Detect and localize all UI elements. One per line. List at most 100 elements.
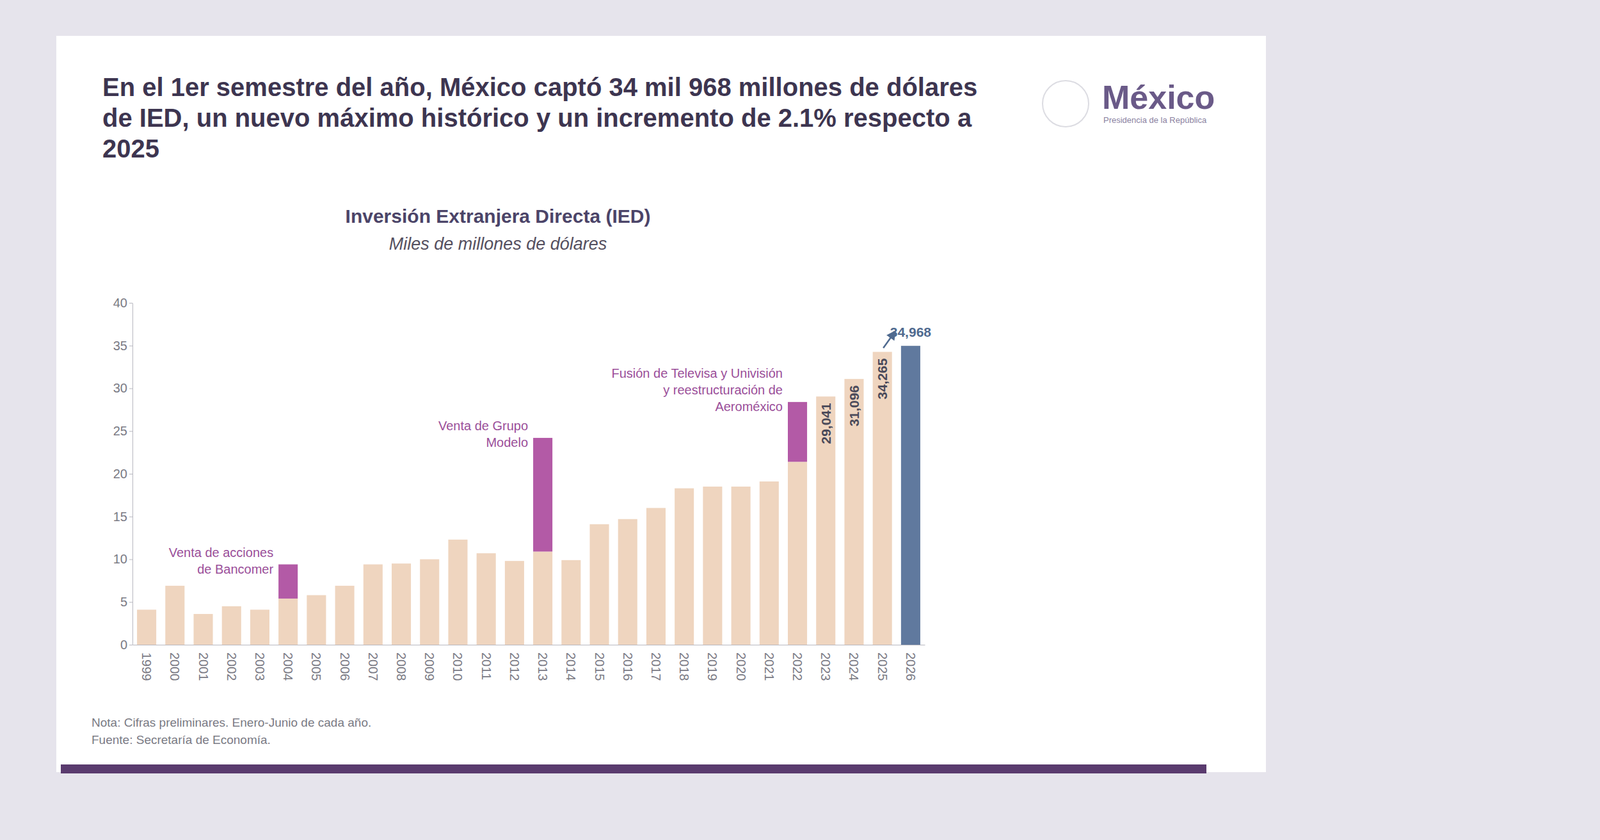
y-tick-mark <box>129 559 133 560</box>
x-tick-label: 2010 <box>450 652 465 681</box>
annotation: Modelo <box>485 435 528 450</box>
bar <box>759 481 779 645</box>
x-tick-label: 2000 <box>167 652 182 681</box>
x-axis-line <box>133 644 926 646</box>
y-tick-label: 15 <box>113 509 128 524</box>
y-tick: 0 <box>120 637 133 652</box>
bar <box>476 552 496 645</box>
bar <box>561 560 581 645</box>
x-tick-label: 2017 <box>648 652 664 681</box>
y-tick-label: 35 <box>113 338 128 353</box>
y-tick-mark <box>129 473 133 475</box>
y-tick-label: 0 <box>120 637 128 652</box>
x-tick-label: 2015 <box>592 652 607 681</box>
y-tick: 40 <box>113 295 133 310</box>
y-tick-label: 30 <box>113 380 128 395</box>
y-tick-mark <box>129 516 133 518</box>
x-tick-label: 2024 <box>846 652 861 681</box>
bar <box>278 598 298 645</box>
annotation: Venta de Grupo <box>438 418 528 433</box>
y-tick-mark <box>129 430 133 432</box>
x-tick-label: 2005 <box>309 652 324 681</box>
x-tick: 2013 <box>535 652 550 681</box>
x-tick-label: 2021 <box>762 652 777 681</box>
y-tick: 30 <box>113 380 133 395</box>
y-tick: 35 <box>113 338 133 353</box>
x-tick: 2019 <box>705 652 720 681</box>
y-axis: 0 5 10 15 20 25 30 35 40 <box>113 295 134 652</box>
x-tick-label: 2007 <box>366 652 381 681</box>
x-tick: 2000 <box>167 652 182 681</box>
headline-line: de IED, un nuevo máximo histórico y un i… <box>102 103 973 132</box>
x-tick-label: 2011 <box>479 652 494 680</box>
bar <box>165 585 185 645</box>
x-tick-label: 2025 <box>875 652 890 681</box>
x-tick: 2014 <box>563 652 578 681</box>
bar <box>618 519 638 645</box>
x-tick: 2015 <box>592 652 607 681</box>
y-tick-label: 5 <box>120 594 128 609</box>
x-tick-label: 2008 <box>394 652 409 681</box>
x-tick: 2007 <box>366 652 381 681</box>
x-tick-label: 2019 <box>705 652 720 681</box>
y-tick: 25 <box>113 423 133 438</box>
data-label: 31,096 <box>846 385 862 427</box>
data-labels: 29,041 31,096 34,265 34,968 <box>818 324 932 444</box>
label-arrow <box>883 331 895 348</box>
x-tick: 2024 <box>846 652 861 681</box>
chart-title: Inversión Extranjera Directa (IED) <box>345 205 651 227</box>
y-tick-mark <box>129 302 133 304</box>
bar <box>872 352 893 645</box>
bar <box>419 559 440 646</box>
x-tick-label: 2003 <box>252 652 267 681</box>
y-tick-mark <box>129 601 133 603</box>
chart-subtitle: Miles de millones de dólares <box>389 234 608 254</box>
data-label: 34,265 <box>874 357 890 400</box>
y-tick-label: 10 <box>113 551 128 566</box>
x-tick: 2005 <box>309 652 324 681</box>
y-tick-mark <box>129 388 133 390</box>
x-tick-label: 1999 <box>139 652 154 681</box>
annotation: Aeroméxico <box>714 399 783 414</box>
annotation: y reestructuración de <box>663 382 783 397</box>
x-tick: 1999 <box>139 652 154 681</box>
x-tick-label: 2016 <box>620 652 635 681</box>
x-tick: 2022 <box>790 652 805 681</box>
bar <box>193 613 214 645</box>
x-tick: 2023 <box>818 652 833 681</box>
x-tick: 2004 <box>280 652 296 681</box>
headline-line: 2025 <box>102 134 160 163</box>
annotation: de Bancomer <box>197 561 274 576</box>
x-tick: 2011 <box>479 652 494 680</box>
x-axis: 1999200020012002200320042005200620072008… <box>133 645 926 681</box>
note: Fuente: Secretaría de Economía. <box>91 732 271 747</box>
y-tick: 15 <box>113 509 133 524</box>
y-tick-label: 20 <box>113 466 128 481</box>
bar <box>363 564 383 645</box>
bar <box>278 564 298 599</box>
x-tick: 2002 <box>224 652 239 681</box>
bar <box>448 539 468 645</box>
bar <box>901 345 921 645</box>
y-tick-mark <box>129 644 133 646</box>
data-label: 29,041 <box>818 402 834 445</box>
bar <box>504 560 525 645</box>
y-axis-line <box>132 303 134 646</box>
bar <box>787 461 808 645</box>
bar <box>787 401 808 462</box>
x-tick-label: 2018 <box>677 652 692 681</box>
y-tick-label: 40 <box>113 295 128 310</box>
data-label: 34,968 <box>890 324 932 340</box>
chart-page: En el 1er semestre del año, México captó… <box>0 0 1600 840</box>
y-tick-label: 25 <box>113 423 128 438</box>
x-tick-label: 2013 <box>535 652 550 681</box>
x-tick-label: 2014 <box>563 652 578 681</box>
x-tick-label: 2023 <box>818 652 833 681</box>
background <box>0 0 1600 840</box>
annotations: Venta de accionesde BancomerVenta de Gru… <box>168 366 783 576</box>
logo-text: México <box>1102 78 1215 116</box>
annotation: Fusión de Televisa y Univisión <box>611 366 783 381</box>
x-tick-label: 2004 <box>280 652 296 681</box>
bar <box>136 609 157 645</box>
x-tick-label: 2022 <box>790 652 805 681</box>
